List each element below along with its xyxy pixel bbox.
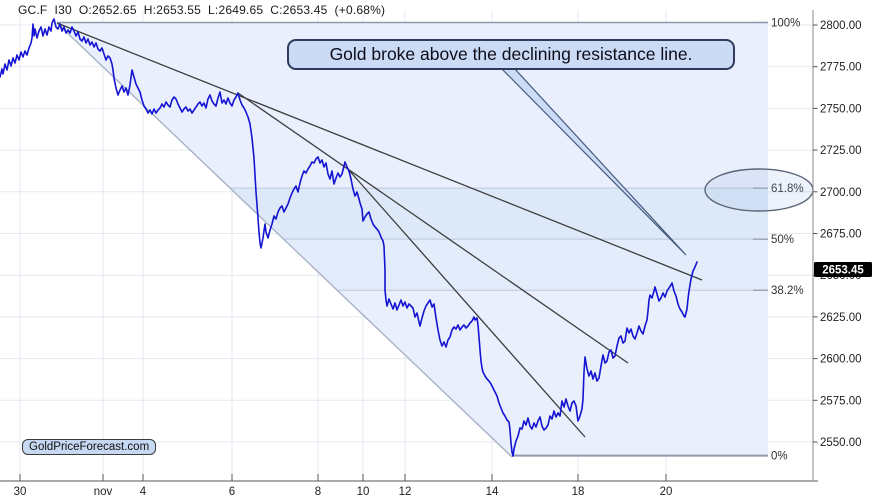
fib-band: [57, 239, 768, 291]
x-axis-label: 6: [229, 486, 235, 498]
fib-label: 0%: [771, 451, 788, 463]
x-axis-label: 18: [572, 486, 585, 498]
fib-band: [57, 290, 768, 456]
y-axis-label: 2775.00: [820, 62, 862, 74]
watermark-text: GoldPriceForecast.com: [29, 441, 150, 453]
fib-label: 100%: [771, 17, 800, 29]
highlight-ellipse-618[interactable]: [704, 168, 814, 212]
y-axis-label: 2800.00: [820, 20, 862, 32]
chart-annotation-box[interactable]: Gold broke above the declining resistanc…: [287, 39, 735, 70]
ohlc-header: GC.F I30 O:2652.65 H:2653.55 L:2649.65 C…: [18, 3, 386, 17]
fib-label: 61.8%: [771, 183, 804, 195]
last-price-badge: [814, 261, 872, 277]
x-axis-label: 20: [660, 486, 673, 498]
x-axis-label: 10: [357, 486, 370, 498]
x-axis-label: 14: [486, 486, 499, 498]
trendline-resistance-C[interactable]: [346, 167, 586, 438]
price-line-series: [0, 18, 698, 457]
y-axis-label: 2600.00: [820, 354, 862, 366]
y-axis-label: 2625.00: [820, 312, 862, 324]
channel-support-line: [56, 22, 513, 458]
last-price-badge-text: 2653.45: [822, 265, 864, 277]
x-axis-label: nov: [94, 486, 113, 498]
chart-annotation-text: Gold broke above the declining resistanc…: [329, 44, 693, 64]
fib-label: 38.2%: [771, 285, 804, 297]
y-axis-label: 2725.00: [820, 145, 862, 157]
trendline-resistance-A[interactable]: [56, 22, 703, 281]
y-axis-label: 2550.00: [820, 437, 862, 449]
trendline-resistance-B[interactable]: [237, 92, 629, 364]
y-axis-label: 2700.00: [820, 187, 862, 199]
y-axis-label: 2675.00: [820, 229, 862, 241]
x-axis-label: 8: [315, 486, 321, 498]
y-axis-label: 2575.00: [820, 395, 862, 407]
y-axis-label: 2750.00: [820, 103, 862, 115]
x-axis-label: 30: [14, 486, 27, 498]
x-axis-label: 12: [399, 486, 412, 498]
x-axis-label: 4: [140, 486, 147, 498]
fib-label: 50%: [771, 234, 794, 246]
watermark-badge: GoldPriceForecast.com: [22, 439, 157, 455]
